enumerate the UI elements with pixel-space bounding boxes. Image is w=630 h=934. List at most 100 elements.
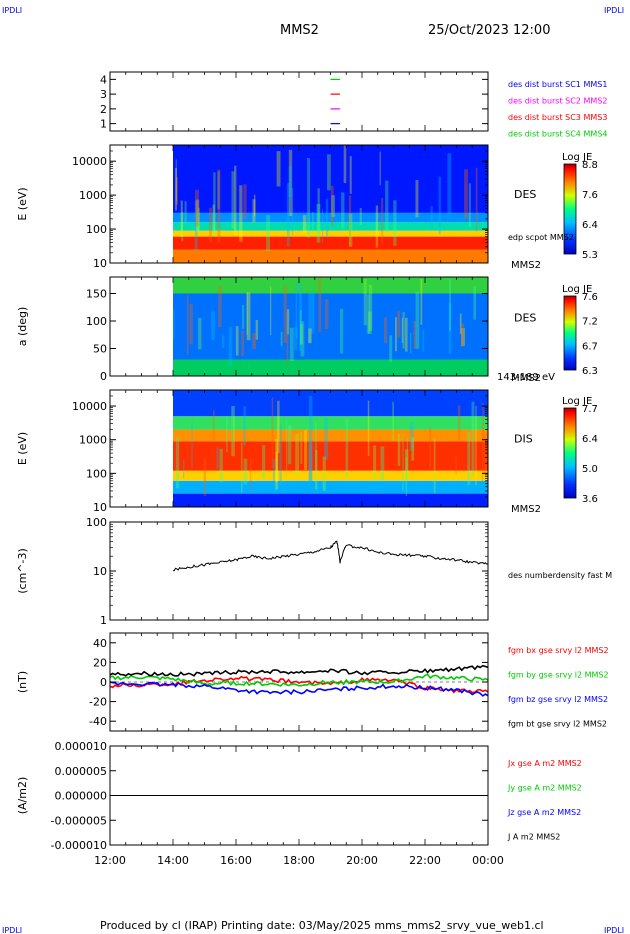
- spectrogram-streak: [473, 286, 477, 320]
- spectrogram-streak: [381, 198, 384, 245]
- spectrogram-streak: [430, 206, 433, 229]
- spectrogram-streak: [415, 180, 419, 218]
- spectrogram-streak: [315, 450, 318, 490]
- colorbar-tick-label: 5.3: [582, 250, 598, 261]
- series-line: [109, 675, 489, 694]
- spectrogram-streak: [401, 317, 403, 344]
- spacecraft-label: MMS2: [511, 504, 541, 515]
- spectrogram-streak: [217, 171, 220, 209]
- spacecraft-label: MMS2: [511, 373, 541, 384]
- spectrogram-streak: [276, 151, 281, 187]
- spectrogram-streak: [194, 189, 199, 227]
- corner-logo-top-right: IPDLI: [604, 6, 624, 15]
- spectrogram-streak: [175, 167, 177, 211]
- spectrogram-streak: [283, 286, 287, 343]
- y-tick-label: 10: [93, 565, 107, 578]
- spectrogram-streak: [271, 397, 274, 469]
- colorbar-tick-label: 8.8: [582, 160, 598, 171]
- colorbar-tick-label: 7.7: [582, 404, 598, 415]
- colorbar-tick-label: 6.4: [582, 220, 598, 231]
- spectrogram-streak: [287, 425, 292, 465]
- spectrogram-streak: [366, 294, 371, 334]
- colorbar-tick-label: 7.6: [582, 190, 598, 201]
- time-tick-label: 14:00: [157, 854, 189, 867]
- spectrogram-streak: [327, 154, 331, 191]
- spectrogram-streak: [291, 188, 294, 236]
- y-tick-label: 0.000010: [55, 740, 108, 753]
- spectrogram-streak: [413, 320, 417, 349]
- legend-entry: fgm bt gse srvy l2 MMS2: [508, 720, 607, 729]
- legend-entry: des dist burst SC4 MMS4: [508, 130, 607, 139]
- spectrogram-streak: [186, 295, 189, 355]
- y-tick-label: -0.000005: [51, 814, 107, 827]
- spectrogram-streak: [299, 310, 302, 345]
- spectrogram-streak: [316, 203, 321, 243]
- colorbar-tick-label: 5.0: [582, 464, 598, 475]
- spectrogram-streak: [252, 199, 256, 223]
- legend-entry: Jy gse A m2 MMS2: [507, 784, 582, 793]
- colorbar-tick-label: 6.7: [582, 341, 598, 352]
- spectrogram-streak: [322, 209, 324, 243]
- spectrogram-streak: [460, 328, 465, 347]
- spectrogram-band: [173, 480, 488, 494]
- spectrogram-streak: [241, 442, 243, 493]
- panels: des dist burst SC1 MMS1 des dist burst SC…: [16, 71, 612, 852]
- spectrogram-streak: [194, 200, 198, 251]
- spectrogram-band: [173, 441, 488, 471]
- spectrogram-band: [173, 470, 488, 481]
- spectrogram-streak: [180, 200, 183, 237]
- spectrogram-streak: [231, 171, 235, 229]
- spectrogram-streak: [402, 433, 404, 491]
- y-tick-label: 100: [86, 467, 107, 480]
- spectrogram-streak: [302, 215, 307, 233]
- spectrogram-streak: [433, 438, 436, 493]
- spectrogram-streak: [217, 169, 221, 244]
- spectrogram-streak: [368, 284, 373, 331]
- spectrogram-streak: [447, 153, 452, 215]
- panel-current_density: Jx gse A m2 MMS2 Jy gse A m2 MMS2 Jz gse A…: [16, 740, 582, 852]
- spectrogram-streak: [345, 418, 349, 479]
- plot-title: MMS2: [280, 23, 319, 38]
- colorbar: [563, 295, 577, 371]
- spectrogram-streak: [239, 185, 243, 242]
- spectrogram-streak: [422, 328, 425, 353]
- colorbar: [563, 163, 577, 255]
- spectrogram-streak: [213, 172, 216, 236]
- legend-entry: Jz gse A m2 MMS2: [507, 808, 581, 817]
- spectrogram-streak: [448, 303, 452, 354]
- spectrogram-streak: [252, 333, 256, 350]
- spectrogram-streak: [343, 145, 347, 184]
- spectrogram-streak: [429, 427, 432, 470]
- spectrogram-streak: [212, 410, 215, 441]
- spectrogram-streak: [234, 165, 237, 235]
- spectrogram-streak: [348, 213, 353, 247]
- colorbar-tick-label: 7.2: [582, 317, 598, 328]
- y-tick-label: 100: [86, 315, 107, 328]
- spectrogram-streak: [383, 317, 388, 344]
- y-tick-label: 4: [100, 73, 107, 86]
- y-axis-label: E (eV): [16, 187, 29, 220]
- y-tick-label: 1: [100, 614, 107, 627]
- spectrogram-streak: [272, 459, 276, 494]
- spectrogram-streak: [295, 433, 300, 477]
- y-tick-label: 40: [93, 637, 107, 650]
- legend-entry: J A m2 MMS2: [507, 833, 560, 842]
- spectrogram-streak: [288, 149, 293, 216]
- spectrogram-streak: [243, 406, 246, 446]
- spectrogram-streak: [325, 299, 329, 330]
- spectrogram-streak: [184, 201, 187, 224]
- spectrogram-streak: [475, 405, 477, 486]
- spectrogram-streak: [359, 207, 362, 225]
- spectrogram-streak: [304, 430, 308, 470]
- y-tick-label: -40: [89, 715, 107, 728]
- spectrogram-streak: [181, 211, 184, 242]
- spectrogram-streak: [367, 311, 372, 334]
- spectrogram-streak: [379, 151, 381, 186]
- spectrogram-streak: [175, 159, 177, 201]
- colorbar-tick-label: 6.3: [582, 366, 598, 377]
- spectrogram-streak: [241, 330, 245, 356]
- y-axis-label: a (deg): [16, 307, 29, 347]
- spectrogram-streak: [311, 291, 315, 334]
- energy-range-label: 143-189 eV: [497, 372, 555, 383]
